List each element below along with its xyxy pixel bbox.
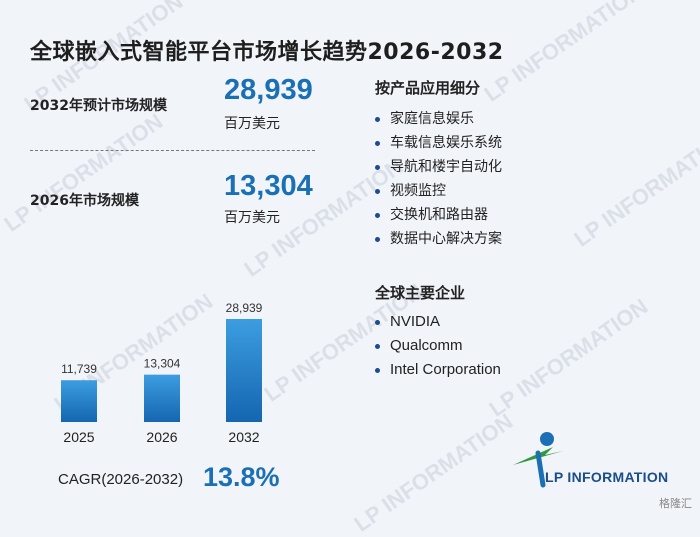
market-size-bar-chart: 11,739 2025 13,304 2026 28,939 2032 [61,301,263,445]
bullet-icon [375,319,380,325]
segment-label: 导航和楼宇自动化 [390,159,502,175]
kpi-label-2032: 2032年预计市场规模 [30,98,167,114]
data-label: 28,939 [226,301,263,315]
companies-title: 全球主要企业 [375,284,466,302]
bar-2026 [144,374,180,422]
company-label: Qualcomm [390,337,463,354]
list-item: 家庭信息娱乐 [375,107,502,131]
logo-text: LP INFORMATION [545,469,669,485]
watermark-text: LP INFORMATION [349,408,518,537]
bullet-icon [375,116,380,122]
segment-label: 交换机和路由器 [390,207,488,223]
segments-list: 家庭信息娱乐 车载信息娱乐系统 导航和楼宇自动化 视频监控 交换机和路由器 数据… [375,107,502,251]
segment-label: 车载信息娱乐系统 [390,135,502,151]
watermark-text: LP INFORMATION [0,108,168,237]
bullet-icon [375,164,380,170]
list-item: Intel Corporation [375,358,501,382]
logo-head-icon [540,432,554,446]
x-tick-label: 2032 [228,429,259,445]
company-label: NVIDIA [390,313,441,330]
page-title: 全球嵌入式智能平台市场增长趋势2026-2032 [30,40,504,65]
x-tick-label: 2026 [146,429,177,445]
bullet-icon [375,236,380,242]
company-label: Intel Corporation [390,361,501,378]
lp-information-logo [513,432,563,488]
list-item: 导航和楼宇自动化 [375,155,502,179]
list-item: 交换机和路由器 [375,203,502,227]
kpi-unit-2032: 百万美元 [224,116,280,132]
list-item: NVIDIA [375,310,501,334]
bullet-icon [375,343,380,349]
bullet-icon [375,367,380,373]
list-item: 数据中心解决方案 [375,227,502,251]
list-item: 车载信息娱乐系统 [375,131,502,155]
cagr-value: 13.8% [203,462,280,492]
divider [30,150,315,151]
corner-watermark: 格隆汇 [659,497,692,510]
kpi-unit-2026: 百万美元 [224,210,280,226]
kpi-label-2026: 2026年市场规模 [30,193,139,209]
list-item: Qualcomm [375,334,501,358]
cagr-label: CAGR(2026-2032) [58,471,184,488]
segment-label: 视频监控 [390,183,446,199]
x-tick-label: 2025 [63,429,94,445]
bar-2032 [226,319,262,422]
segments-title: 按产品应用细分 [375,79,481,97]
kpi-value-2032: 28,939 [224,74,313,106]
segment-label: 数据中心解决方案 [390,231,502,247]
watermark-text: LP INFORMATION [569,123,700,252]
bullet-icon [375,212,380,218]
segment-label: 家庭信息娱乐 [390,111,474,127]
bar-2025 [61,380,97,422]
companies-list: NVIDIA Qualcomm Intel Corporation [375,310,501,382]
bullet-icon [375,188,380,194]
watermark-text: LP INFORMATION [484,293,653,422]
bullet-icon [375,140,380,146]
watermark-text: LP INFORMATION [479,0,648,107]
list-item: 视频监控 [375,179,502,203]
kpi-value-2026: 13,304 [224,170,313,202]
logo-figure-icon [535,450,546,488]
data-label: 13,304 [144,357,181,371]
data-label: 11,739 [61,362,97,376]
